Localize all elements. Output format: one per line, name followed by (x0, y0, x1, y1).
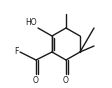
Text: HO: HO (25, 18, 37, 27)
Text: O: O (63, 76, 69, 85)
Text: O: O (33, 76, 39, 85)
Text: F: F (15, 48, 19, 56)
